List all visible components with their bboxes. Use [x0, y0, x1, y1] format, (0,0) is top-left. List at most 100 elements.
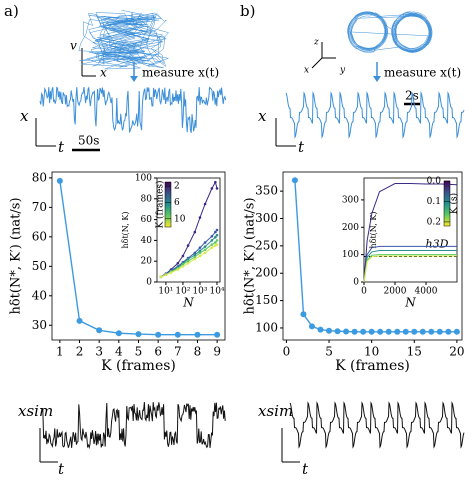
y-tick-label: 20 — [141, 257, 153, 267]
marker — [198, 246, 202, 249]
colorbar-tick-label: 0.0 — [427, 177, 442, 187]
marker — [193, 257, 197, 261]
illustration-a: v x measure x(t) x t 50s xsim t — [18, 39, 219, 479]
phase-label: x — [100, 66, 107, 80]
marker — [176, 261, 180, 265]
annotation: h3D — [426, 238, 449, 251]
y-axis-label: hδt(N*, K′) (nat/s) — [9, 197, 24, 314]
marker — [198, 254, 202, 258]
y-tick-label: 0 — [146, 278, 152, 288]
x-tick-label: 15 — [407, 345, 422, 359]
marker — [214, 230, 217, 234]
line — [363, 245, 457, 283]
marker — [326, 327, 333, 334]
time-series — [285, 91, 465, 139]
y-tick-label: 350 — [255, 184, 278, 198]
x-tick-label: 6 — [154, 345, 162, 359]
x-tick-label: 2 — [76, 345, 84, 359]
marker — [351, 328, 358, 335]
y-tick-label: 300 — [255, 211, 278, 225]
arrow-head — [373, 76, 381, 82]
marker — [186, 261, 190, 265]
plot-frame — [282, 171, 463, 341]
time-series — [41, 402, 226, 450]
x-tick-label: 5 — [135, 345, 143, 359]
marker — [210, 243, 214, 246]
x-tick-label: 0 — [283, 345, 291, 359]
marker — [193, 253, 197, 257]
x-tick-label: 0 — [361, 287, 367, 297]
y-tick-label: 250 — [255, 238, 278, 252]
y-tick-label: 50 — [32, 259, 47, 273]
colorbar-tick-label: 2 — [174, 182, 180, 192]
marker — [317, 326, 324, 333]
marker — [164, 273, 168, 277]
marker — [210, 187, 214, 190]
marker — [96, 327, 103, 334]
y-tick-label: 60 — [141, 215, 153, 225]
colorbar — [164, 181, 172, 228]
marker — [186, 244, 190, 247]
phase-portrait — [78, 9, 170, 70]
measure-label: measure x(t) — [384, 66, 461, 80]
panel-label: a) — [4, 2, 19, 20]
marker — [453, 328, 460, 335]
y-tick-label: 300 — [342, 195, 359, 205]
y-tick-label: 30 — [32, 318, 47, 332]
x-tick-label: 4 — [115, 345, 123, 359]
x-tick-label: 7 — [174, 345, 182, 359]
colorbar-label: K (s) — [449, 193, 460, 214]
x-axis-label: K (frames) — [101, 358, 176, 374]
marker — [377, 328, 384, 335]
marker — [203, 251, 207, 255]
marker — [135, 331, 142, 338]
marker — [214, 241, 217, 244]
measure-label: measure x(t) — [142, 66, 219, 80]
axis-arrow — [311, 57, 323, 69]
x-tick-label: 1 — [56, 345, 64, 359]
marker — [194, 331, 201, 338]
y-tick-label: 60 — [32, 229, 47, 243]
y-tick-label: 100 — [342, 250, 359, 260]
y-tick-label: 100 — [135, 174, 152, 184]
y-tick-label: 150 — [255, 293, 278, 307]
y-tick-label: 40 — [141, 236, 153, 246]
x-axis-label: N — [404, 296, 416, 310]
marker — [214, 235, 217, 239]
phase-portrait — [347, 11, 433, 53]
marker — [203, 245, 207, 248]
marker — [76, 317, 83, 324]
marker — [210, 239, 214, 242]
colorbar-tick-label: 0.2 — [427, 217, 441, 227]
series-label: t — [58, 138, 65, 156]
marker — [428, 328, 435, 335]
x-tick-label: 10² — [175, 287, 190, 297]
marker — [334, 328, 341, 335]
marker — [203, 248, 207, 252]
phase-label: z — [313, 38, 319, 48]
phase-label: v — [70, 39, 77, 53]
series-label: t — [298, 138, 305, 156]
series-label: x — [258, 107, 267, 125]
marker — [436, 328, 443, 335]
x-tick-label: 2000 — [384, 287, 407, 297]
y-tick-label: 40 — [32, 288, 47, 302]
y-axis-label: hδt(N, K) — [121, 212, 130, 249]
time-series — [39, 86, 227, 133]
marker — [181, 265, 185, 268]
marker — [193, 230, 197, 234]
scale-label: 50s — [78, 134, 99, 148]
plot-frame — [156, 177, 221, 283]
y-tick-label: 70 — [32, 200, 47, 214]
inset-background — [121, 174, 224, 306]
y-axis-label: hδt(N*, K′) (nat/s) — [243, 197, 258, 314]
x-tick-label: 8 — [194, 345, 202, 359]
marker — [210, 246, 214, 249]
line — [363, 183, 458, 283]
phase-label: y — [339, 66, 346, 76]
colorbar-tick-label: 0.1 — [427, 197, 441, 207]
y-tick-label: 100 — [255, 320, 278, 334]
